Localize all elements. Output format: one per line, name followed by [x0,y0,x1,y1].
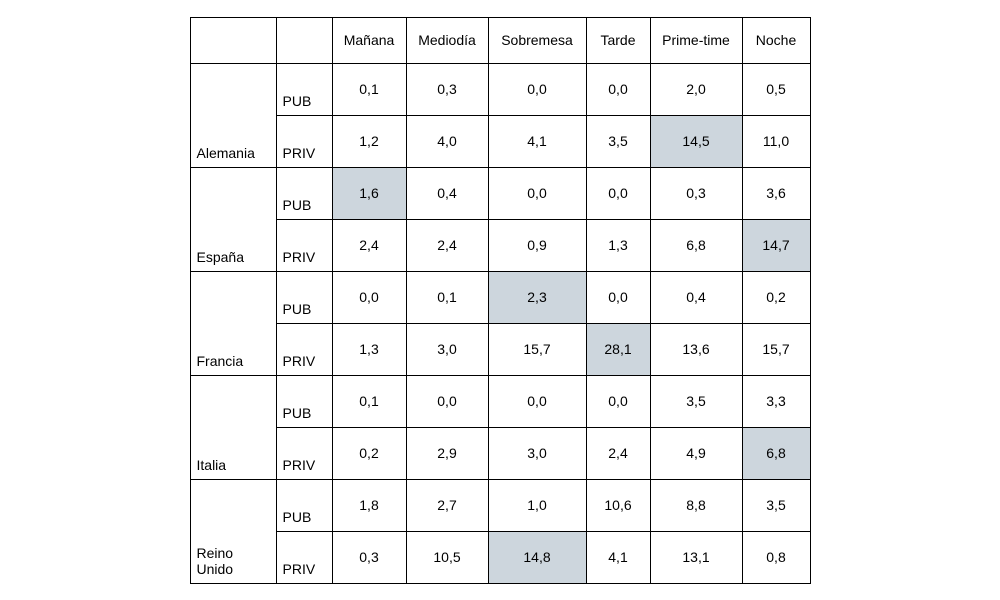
type-cell: PUB [276,375,332,427]
value-cell: 14,8 [488,531,586,583]
table-body: AlemaniaPUB0,10,30,00,02,00,5PRIV1,24,04… [190,63,810,583]
value-cell: 4,1 [586,531,650,583]
value-cell: 0,2 [742,271,810,323]
value-cell: 1,8 [332,479,406,531]
type-cell: PUB [276,167,332,219]
type-cell: PRIV [276,219,332,271]
value-cell: 14,7 [742,219,810,271]
value-cell: 2,0 [650,63,742,115]
country-cell: Francia [190,271,276,375]
value-cell: 0,0 [488,167,586,219]
value-cell: 0,4 [650,271,742,323]
value-cell: 0,1 [332,63,406,115]
header-blank-country [190,17,276,63]
table-header-row: Mañana Mediodía Sobremesa Tarde Prime-ti… [190,17,810,63]
header-noche: Noche [742,17,810,63]
country-cell: España [190,167,276,271]
header-tarde: Tarde [586,17,650,63]
value-cell: 2,3 [488,271,586,323]
value-cell: 8,8 [650,479,742,531]
value-cell: 0,0 [488,63,586,115]
table-row: AlemaniaPUB0,10,30,00,02,00,5 [190,63,810,115]
value-cell: 15,7 [742,323,810,375]
table-row: FranciaPUB0,00,12,30,00,40,2 [190,271,810,323]
value-cell: 3,3 [742,375,810,427]
table-row: PRIV0,310,514,84,113,10,8 [190,531,810,583]
value-cell: 0,4 [406,167,488,219]
value-cell: 3,6 [742,167,810,219]
value-cell: 10,6 [586,479,650,531]
value-cell: 11,0 [742,115,810,167]
table-row: Reino UnidoPUB1,82,71,010,68,83,5 [190,479,810,531]
value-cell: 0,0 [586,167,650,219]
value-cell: 13,6 [650,323,742,375]
value-cell: 0,8 [742,531,810,583]
value-cell: 3,0 [406,323,488,375]
value-cell: 0,9 [488,219,586,271]
value-cell: 4,9 [650,427,742,479]
value-cell: 6,8 [742,427,810,479]
header-prime: Prime-time [650,17,742,63]
type-cell: PUB [276,479,332,531]
type-cell: PRIV [276,531,332,583]
value-cell: 3,0 [488,427,586,479]
value-cell: 0,0 [586,375,650,427]
value-cell: 15,7 [488,323,586,375]
value-cell: 3,5 [742,479,810,531]
value-cell: 2,4 [406,219,488,271]
header-mediodia: Mediodía [406,17,488,63]
value-cell: 1,6 [332,167,406,219]
value-cell: 0,0 [332,271,406,323]
table-row: ItaliaPUB0,10,00,00,03,53,3 [190,375,810,427]
value-cell: 2,9 [406,427,488,479]
type-cell: PRIV [276,427,332,479]
value-cell: 2,4 [586,427,650,479]
value-cell: 4,1 [488,115,586,167]
value-cell: 0,1 [332,375,406,427]
value-cell: 0,3 [406,63,488,115]
value-cell: 1,3 [332,323,406,375]
value-cell: 6,8 [650,219,742,271]
value-cell: 0,3 [332,531,406,583]
value-cell: 14,5 [650,115,742,167]
value-cell: 1,2 [332,115,406,167]
country-cell: Reino Unido [190,479,276,583]
value-cell: 2,7 [406,479,488,531]
value-cell: 3,5 [586,115,650,167]
type-cell: PRIV [276,323,332,375]
header-blank-type [276,17,332,63]
value-cell: 0,0 [406,375,488,427]
value-cell: 3,5 [650,375,742,427]
value-cell: 0,5 [742,63,810,115]
country-cell: Alemania [190,63,276,167]
value-cell: 28,1 [586,323,650,375]
value-cell: 1,3 [586,219,650,271]
data-table: Mañana Mediodía Sobremesa Tarde Prime-ti… [190,17,811,584]
value-cell: 0,0 [586,271,650,323]
value-cell: 4,0 [406,115,488,167]
type-cell: PUB [276,63,332,115]
country-cell: Italia [190,375,276,479]
value-cell: 2,4 [332,219,406,271]
type-cell: PRIV [276,115,332,167]
table-row: PRIV0,22,93,02,44,96,8 [190,427,810,479]
type-cell: PUB [276,271,332,323]
value-cell: 0,0 [586,63,650,115]
table-row: EspañaPUB1,60,40,00,00,33,6 [190,167,810,219]
value-cell: 1,0 [488,479,586,531]
value-cell: 0,1 [406,271,488,323]
table-row: PRIV2,42,40,91,36,814,7 [190,219,810,271]
header-sobremesa: Sobremesa [488,17,586,63]
value-cell: 0,3 [650,167,742,219]
value-cell: 13,1 [650,531,742,583]
value-cell: 0,0 [488,375,586,427]
header-manana: Mañana [332,17,406,63]
table-row: PRIV1,33,015,728,113,615,7 [190,323,810,375]
value-cell: 10,5 [406,531,488,583]
table-row: PRIV1,24,04,13,514,511,0 [190,115,810,167]
value-cell: 0,2 [332,427,406,479]
